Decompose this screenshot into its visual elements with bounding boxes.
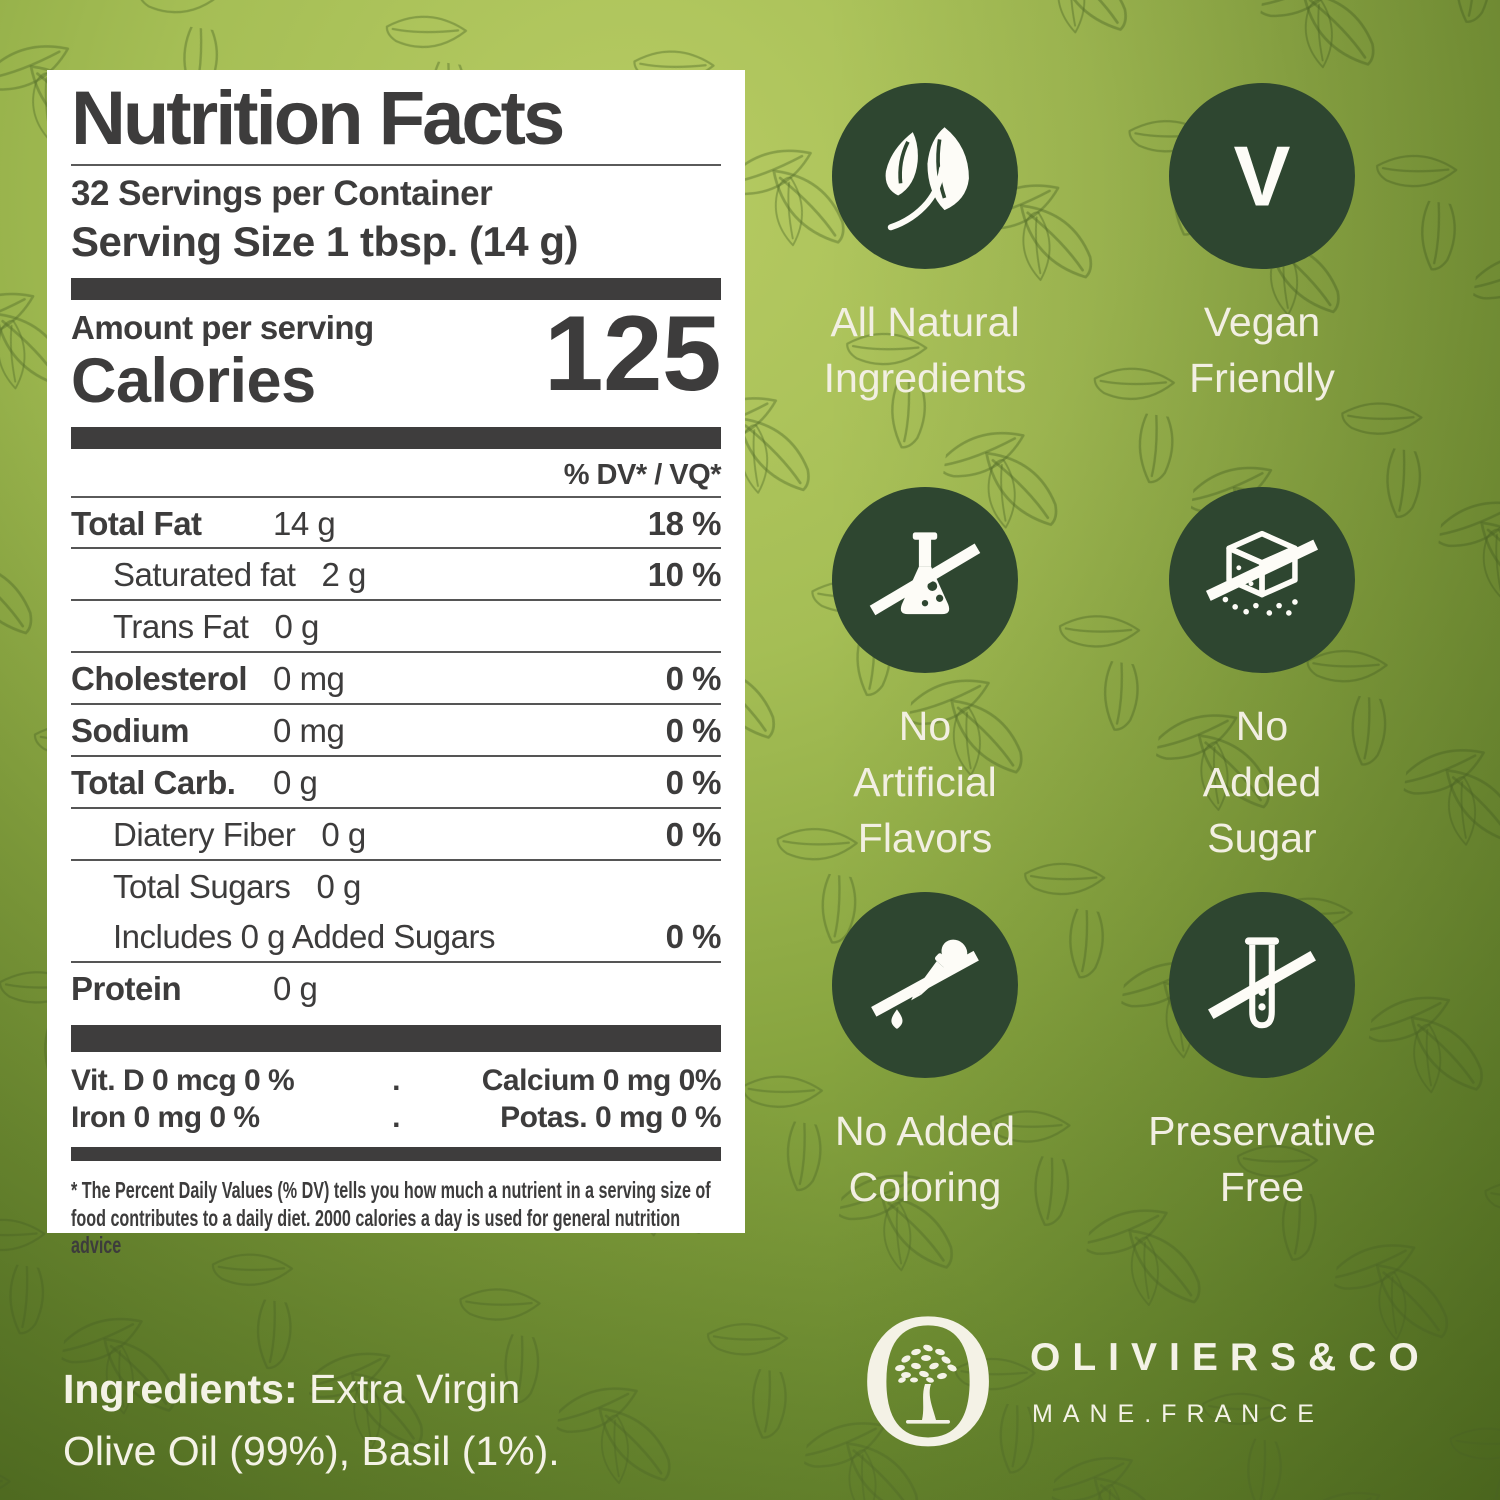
ingredients-label: Ingredients:	[63, 1366, 298, 1412]
badge-no-added-coloring: No Added Coloring	[760, 892, 1090, 1216]
divider-bar	[71, 278, 721, 301]
micro-separator: .	[392, 1101, 400, 1135]
amount-per-serving: Amount per serving	[71, 309, 374, 347]
nutrient-row-protein: Protein 0 g	[71, 963, 721, 1013]
brand-name: OLIVIERS&CO	[1030, 1336, 1431, 1379]
micro-left: Vit. D 0 mcg 0 %	[71, 1063, 295, 1097]
micronutrient-row-vitd-calcium: Vit. D 0 mcg 0 % . Calcium 0 mg 0%	[71, 1062, 722, 1100]
nutrient-name: Includes 0 g Added Sugars	[113, 918, 495, 955]
ingredients-value: Extra Virgin Olive Oil (99%), Basil (1%)…	[63, 1366, 560, 1474]
nutrient-amount: 0 mg	[273, 660, 345, 698]
micronutrient-row-iron-potassium: Iron 0 mg 0 % . Potas. 0 mg 0 %	[71, 1099, 722, 1137]
natural-leaves-icon	[864, 115, 986, 237]
brand-logo: O OLIVIERS&CO	[858, 1302, 1419, 1472]
badge-vegan-friendly: V Vegan Friendly	[1097, 83, 1427, 407]
badge-no-artificial-flavors: No Artificial Flavors	[760, 487, 1090, 866]
nutrient-row-cholesterol: Cholesterol 0 mg 0 %	[71, 653, 722, 706]
nutrient-row-dietary-fiber: Diatery Fiber 0 g 0 %	[71, 809, 722, 862]
oliviers-olive-tree-logo-icon: O	[858, 1316, 998, 1458]
badge-preservative-free: Preservative Free	[1097, 892, 1427, 1216]
badge-circle: V	[1169, 83, 1355, 269]
nutrient-dv: 0 %	[665, 816, 722, 854]
daily-value-header: % DV* / VQ*	[563, 458, 722, 491]
badge-no-added-sugar: No Added Sugar	[1097, 487, 1427, 866]
nutrient-amount: 2 g	[321, 556, 366, 594]
badge-label: Preservative Free	[1148, 1108, 1376, 1210]
calories-value: 125	[543, 293, 722, 414]
nutrient-dv: 0 %	[665, 918, 722, 955]
badge-label: No Added Coloring	[834, 1108, 1016, 1210]
no-added-sugar-cube-icon	[1201, 519, 1323, 641]
badge-circle	[832, 83, 1018, 269]
nutrient-row-total-sugars: Total Sugars 0 g	[71, 861, 721, 911]
nutrient-name: Trans Fat	[113, 608, 249, 646]
nutrition-facts-label: Nutrition Facts 32 Servings per Containe…	[47, 70, 745, 1258]
nutrient-amount: 0 g	[273, 969, 318, 1007]
nutrient-row-added-sugars: Includes 0 g Added Sugars 0 %	[71, 911, 722, 963]
badge-circle	[832, 487, 1018, 673]
badge-circle	[1169, 487, 1355, 673]
nutrient-row-saturated-fat: Saturated fat 2 g 10 %	[71, 549, 722, 602]
svg-text:V: V	[1234, 129, 1291, 224]
micro-right: Potas. 0 mg 0 %	[500, 1101, 721, 1135]
preservative-free-test-tube-icon	[1201, 924, 1323, 1046]
servings-per-container: 32 Servings per Container	[71, 173, 493, 213]
no-artificial-flavors-flask-icon	[864, 519, 986, 641]
nutrient-row-sodium: Sodium 0 mg 0 %	[71, 705, 722, 758]
nutrient-dv: 0 %	[665, 764, 722, 802]
nutrient-name: Total Fat	[71, 504, 202, 542]
brand-origin: MANE.FRANCE	[1032, 1400, 1324, 1428]
nutrient-dv: 0 %	[665, 660, 722, 698]
nutrient-amount: 14 g	[273, 504, 336, 542]
badge-label: No Added Sugar	[1202, 703, 1322, 861]
nutrient-amount: 0 g	[273, 764, 318, 802]
daily-value-footnote: * The Percent Daily Values (% DV) tells …	[71, 1176, 711, 1259]
nutrient-name: Total Sugars	[113, 868, 291, 906]
micro-separator: .	[392, 1063, 400, 1097]
nutrient-amount: 0 g	[274, 608, 319, 646]
nutrient-amount: 0 g	[316, 868, 361, 906]
no-added-coloring-dropper-icon	[864, 924, 986, 1046]
nutrient-amount: 0 g	[321, 816, 366, 854]
divider-rule	[71, 495, 721, 498]
nutrient-name: Saturated fat	[113, 556, 296, 594]
nutrient-row-total-fat: Total Fat 14 g 18 %	[71, 498, 722, 550]
badge-all-natural: All Natural Ingredients	[760, 83, 1090, 407]
nutrient-row-trans-fat: Trans Fat 0 g	[71, 601, 721, 654]
nutrient-dv: 10 %	[647, 556, 722, 594]
nutrient-name: Protein	[71, 969, 182, 1007]
badge-label: All Natural Ingredients	[823, 299, 1027, 401]
nutrient-dv: 0 %	[665, 712, 722, 750]
micro-right: Calcium 0 mg 0%	[481, 1063, 722, 1097]
nutrient-amount: 0 mg	[273, 712, 345, 750]
nutrient-dv: 18 %	[647, 504, 722, 542]
badge-label: Vegan Friendly	[1189, 299, 1335, 401]
nutrient-name: Diatery Fiber	[113, 816, 296, 854]
badge-circle	[1169, 892, 1355, 1078]
divider-rule	[71, 163, 721, 166]
serving-size: Serving Size 1 tbsp. (14 g)	[71, 217, 578, 265]
badge-circle	[832, 892, 1018, 1078]
calories-block: Amount per serving Calories 125	[71, 300, 722, 417]
ingredients-text: Ingredients: Extra Virgin Olive Oil (99%…	[63, 1359, 623, 1482]
divider-bar	[71, 426, 721, 449]
badge-label: No Artificial Flavors	[853, 703, 997, 861]
nutrient-row-total-carb: Total Carb. 0 g 0 %	[71, 757, 722, 810]
calories-word: Calories	[71, 346, 316, 417]
divider-bar	[71, 1146, 721, 1161]
nutrient-name: Cholesterol	[71, 660, 248, 698]
nutrient-name: Total Carb.	[71, 764, 236, 802]
micro-left: Iron 0 mg 0 %	[71, 1101, 260, 1135]
nutrient-name: Sodium	[71, 712, 190, 750]
divider-bar	[71, 1024, 721, 1052]
vegan-v-icon: V	[1201, 115, 1323, 237]
nutrition-facts-title: Nutrition Facts	[71, 76, 565, 161]
